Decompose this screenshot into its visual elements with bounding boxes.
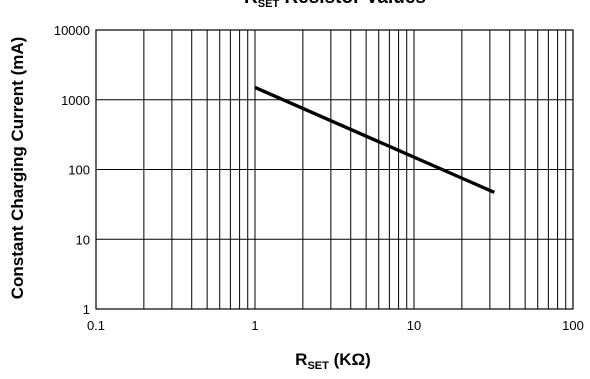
y-tick-label: 10000 (54, 23, 90, 38)
x-axis-title: RSET (KΩ) (295, 350, 371, 372)
y-axis-title: Constant Charging Current (mA) (8, 37, 27, 300)
x-tick-label: 1 (251, 318, 258, 333)
y-tick-label: 100 (68, 163, 90, 178)
plot-frame (95, 29, 574, 310)
series-line (254, 85, 496, 194)
x-tick-label: 0.1 (87, 318, 105, 333)
y-tick-label: 1000 (61, 93, 90, 108)
series-layer (254, 85, 496, 194)
x-tick-label: 10 (407, 318, 421, 333)
grid (95, 29, 573, 310)
x-tick-label: 100 (562, 318, 584, 333)
y-tick-label: 10 (76, 232, 90, 247)
chart-title: RSET Resistor Values (244, 0, 426, 10)
y-tick-label: 1 (83, 302, 90, 317)
